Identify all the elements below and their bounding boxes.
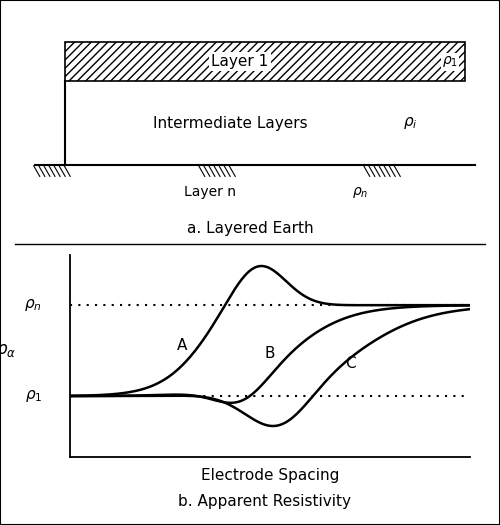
Text: $\rho_1$: $\rho_1$: [24, 388, 42, 404]
Text: Layer n: Layer n: [184, 185, 236, 200]
Text: $\rho_\alpha$: $\rho_\alpha$: [0, 342, 16, 360]
Text: b. Apparent Resistivity: b. Apparent Resistivity: [178, 494, 352, 509]
Text: C: C: [344, 356, 356, 371]
Text: B: B: [265, 346, 275, 361]
Text: a. Layered Earth: a. Layered Earth: [186, 221, 314, 236]
Text: $\rho_n$: $\rho_n$: [352, 185, 368, 201]
Text: Intermediate Layers: Intermediate Layers: [152, 116, 308, 131]
Text: Layer 1: Layer 1: [212, 54, 268, 69]
Text: $\rho_1$: $\rho_1$: [442, 54, 458, 69]
X-axis label: Electrode Spacing: Electrode Spacing: [201, 468, 339, 483]
Text: A: A: [177, 338, 187, 353]
Text: $\rho_n$: $\rho_n$: [24, 297, 42, 313]
Text: $\rho_i$: $\rho_i$: [402, 116, 417, 131]
Bar: [65, 42, 465, 81]
